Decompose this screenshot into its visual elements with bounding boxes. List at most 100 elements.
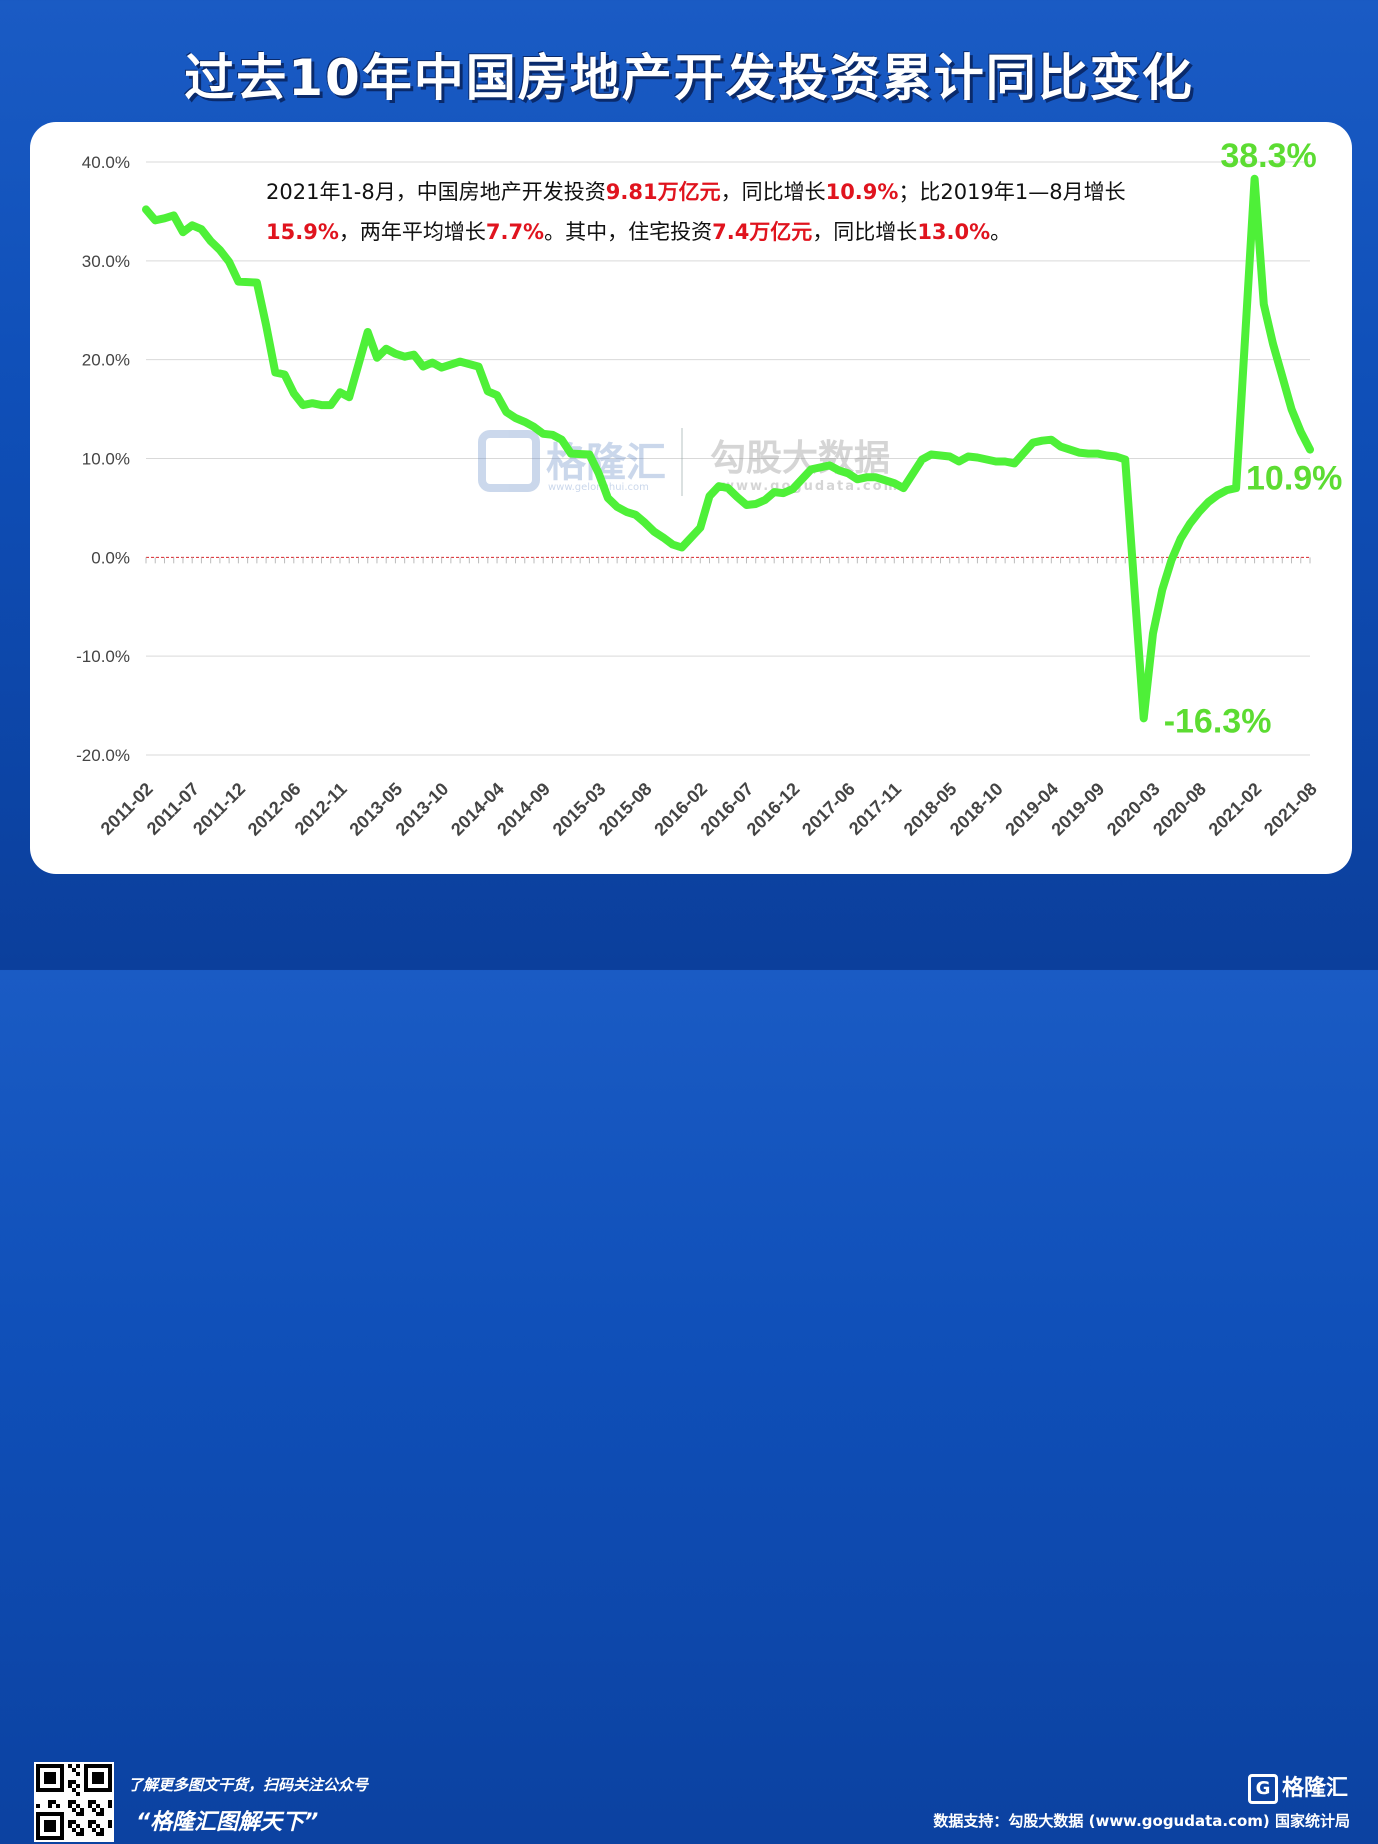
chart-card: 格隆汇 www.gelonghui.com 勾股大数据 www.gogudata.co… <box>30 122 1352 874</box>
qr-module <box>68 1804 72 1808</box>
qr-module <box>72 1808 76 1812</box>
qr-module <box>80 1828 84 1832</box>
qr-module <box>88 1820 92 1824</box>
y-tick-label: 10.0% <box>82 450 130 469</box>
qr-module <box>68 1764 72 1768</box>
qr-module <box>76 1804 80 1808</box>
footer-slogan: “格隆汇图解天下” <box>136 1810 319 1835</box>
qr-module <box>96 1812 100 1816</box>
summary-segment: ，同比增长 <box>720 180 826 204</box>
qr-module <box>76 1792 80 1796</box>
grid <box>146 161 1310 756</box>
qr-module <box>100 1828 104 1832</box>
qr-module <box>88 1800 92 1804</box>
footer: 了解更多图文干货，扫码关注公众号 “格隆汇图解天下” G 格隆汇 数据支持：勾股大… <box>0 878 1378 1842</box>
qr-module <box>76 1824 80 1828</box>
qr-module <box>68 1800 72 1804</box>
x-tick-label: 2021-08 <box>1260 779 1321 840</box>
qr-module <box>48 1804 52 1808</box>
summary-highlight: 10.9% <box>825 180 899 204</box>
qr-module <box>68 1824 72 1828</box>
qr-module <box>92 1828 96 1832</box>
footer-brand-name: 格隆汇 <box>1281 1776 1348 1801</box>
y-tick-label: 20.0% <box>82 351 130 370</box>
y-tick-label: 30.0% <box>82 252 130 271</box>
qr-module <box>96 1804 100 1808</box>
qr-module <box>108 1824 112 1828</box>
y-tick-label: 0.0% <box>91 548 130 567</box>
qr-finder <box>44 1772 56 1784</box>
summary-segment: ；比2019年1—8月增长 <box>898 180 1126 204</box>
qr-module <box>100 1812 104 1816</box>
qr-module <box>92 1800 96 1804</box>
summary-text: 2021年1-8月，中国房地产开发投资9.81万亿元，同比增长10.9%；比20… <box>266 172 1206 252</box>
qr-module <box>68 1784 72 1788</box>
summary-segment: ，同比增长 <box>812 220 918 244</box>
y-tick-label: -10.0% <box>76 647 130 666</box>
series-line <box>142 174 1314 723</box>
qr-module <box>76 1772 80 1776</box>
footer-brand-logo: G 格隆汇 <box>1247 1770 1348 1804</box>
qr-module <box>52 1800 56 1804</box>
qr-module <box>72 1820 76 1824</box>
qr-module <box>68 1780 72 1784</box>
qr-module <box>108 1800 112 1804</box>
watermark-partner-url: www.gogudata.com <box>722 479 899 494</box>
qr-module <box>108 1820 112 1824</box>
x-tick-label: 2012-11 <box>291 779 351 839</box>
qr-module <box>96 1824 100 1828</box>
summary-highlight: 13.0% <box>917 220 991 244</box>
qr-module <box>88 1824 92 1828</box>
qr-module <box>100 1832 104 1836</box>
qr-module <box>72 1828 76 1832</box>
value-annotation: -16.3% <box>1164 702 1272 740</box>
summary-highlight: 15.9% <box>266 220 339 244</box>
summary-highlight: 7.7% <box>485 220 545 244</box>
x-tick-label: 2021-02 <box>1205 779 1266 840</box>
summary-segment: 2021年1-8月，中国房地产开发投资 <box>266 180 606 204</box>
qr-module <box>36 1804 40 1808</box>
qr-module <box>72 1788 76 1792</box>
qr-module <box>76 1784 80 1788</box>
qr-code <box>34 1762 114 1842</box>
data-source: 数据支持：勾股大数据 (www.gogudata.com) 国家统计局 <box>933 1812 1350 1830</box>
qr-module <box>92 1808 96 1812</box>
qr-module <box>96 1832 100 1836</box>
qr-module <box>72 1780 76 1784</box>
page-title: 过去10年中国房地产开发投资累计同比变化 <box>184 49 1194 107</box>
qr-module <box>80 1832 84 1836</box>
qr-module <box>76 1764 80 1768</box>
series <box>142 174 1314 723</box>
y-tick-label: 40.0% <box>82 153 130 172</box>
qr-module <box>92 1820 96 1824</box>
qr-module <box>80 1808 84 1812</box>
brand-g-icon: G <box>1247 1774 1278 1804</box>
summary-segment: 。其中，住宅投资 <box>544 220 713 244</box>
qr-module <box>80 1812 84 1816</box>
summary-highlight: 9.81万亿元 <box>605 180 721 204</box>
watermark-brand-url: www.gelonghui.com <box>548 482 649 493</box>
qr-module <box>88 1804 92 1808</box>
qr-module <box>100 1808 104 1812</box>
value-annotation: 10.9% <box>1246 460 1342 498</box>
footer-note: 了解更多图文干货，扫码关注公众号 <box>128 1776 369 1794</box>
qr-module <box>48 1800 52 1804</box>
qr-module <box>76 1812 80 1816</box>
qr-module <box>76 1832 80 1836</box>
watermark: 格隆汇www.gelonghui.com勾股大数据www.gogudata.co… <box>478 428 899 496</box>
annotations: 38.3% -16.3% 10.9% <box>1164 137 1343 741</box>
y-axis: 40.0% 30.0% 20.0% 10.0% 0.0% -10.0% -20.0% <box>76 153 130 765</box>
qr-finder <box>92 1772 104 1784</box>
qr-module <box>56 1804 60 1808</box>
x-tick-label: 2011-12 <box>189 779 249 839</box>
y-tick-label: -20.0% <box>76 746 130 765</box>
summary-segment: 。 <box>990 220 1012 244</box>
qr-module <box>68 1820 72 1824</box>
x-tick-label: 2017-11 <box>845 779 905 839</box>
summary-highlight: 7.4万亿元 <box>712 220 813 244</box>
watermark-partner: 勾股大数据 <box>710 438 890 479</box>
watermark-g-icon <box>478 430 540 492</box>
qr-code-icon <box>36 1764 112 1840</box>
qr-finder <box>44 1820 56 1832</box>
qr-module <box>108 1804 112 1808</box>
